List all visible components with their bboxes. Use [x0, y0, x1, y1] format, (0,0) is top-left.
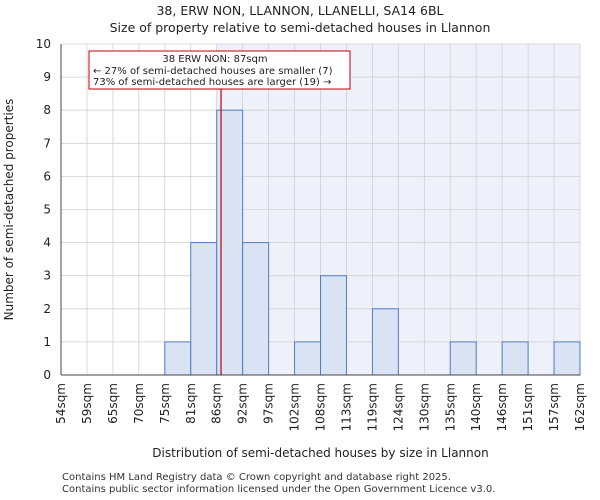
- x-tick-label: 140sqm: [469, 383, 483, 431]
- x-tick-label: 75sqm: [158, 383, 172, 424]
- y-tick-label: 7: [43, 136, 51, 150]
- histogram-bar: [190, 242, 218, 376]
- x-tick-label: 102sqm: [288, 383, 302, 431]
- y-tick-label: 9: [43, 70, 51, 84]
- y-axis-title: Number of semi-detached properties: [2, 99, 16, 321]
- y-tick-label: 3: [43, 269, 51, 283]
- x-tick-label: 146sqm: [495, 383, 509, 431]
- x-tick-label: 130sqm: [417, 383, 431, 431]
- chart-subtitle: Size of property relative to semi-detach…: [109, 20, 491, 35]
- y-tick-label: 5: [43, 203, 51, 217]
- footer-licence: Contains public sector information licen…: [62, 484, 496, 495]
- x-tick-label: 124sqm: [391, 383, 405, 431]
- x-tick-label: 81sqm: [184, 383, 198, 424]
- histogram-bar: [501, 341, 529, 376]
- x-tick-label: 135sqm: [443, 383, 457, 431]
- x-tick-label: 162sqm: [573, 383, 587, 431]
- x-tick-label: 59sqm: [80, 383, 94, 424]
- annotation-box: [88, 50, 351, 90]
- x-tick-label: 70sqm: [132, 383, 146, 424]
- annotation-title: 38 ERW NON: 87sqm: [162, 54, 267, 65]
- histogram-bar: [449, 341, 477, 376]
- y-tick-label: 4: [43, 236, 51, 250]
- x-tick-label: 113sqm: [339, 383, 353, 431]
- y-tick-label: 0: [43, 368, 51, 382]
- y-tick-label: 1: [43, 335, 51, 349]
- annotation-larger: 73% of semi-detached houses are larger (…: [93, 77, 331, 88]
- histogram-bar: [164, 341, 192, 376]
- y-tick-label: 6: [43, 169, 51, 183]
- x-tick-label: 97sqm: [262, 383, 276, 424]
- x-tick-label: 157sqm: [547, 383, 561, 431]
- x-axis-title: Distribution of semi-detached houses by …: [152, 446, 488, 460]
- annotation-smaller: ← 27% of semi-detached houses are smalle…: [93, 66, 333, 77]
- histogram-bar: [371, 308, 399, 376]
- histogram-bar: [294, 341, 321, 376]
- x-tick-label: 108sqm: [314, 383, 328, 431]
- y-tick-label: 2: [43, 302, 51, 316]
- footer-copyright: Contains HM Land Registry data © Crown c…: [62, 472, 451, 483]
- histogram-bar: [320, 275, 347, 376]
- histogram-bar: [242, 242, 270, 376]
- x-tick-label: 119sqm: [365, 383, 379, 431]
- histogram-bar: [553, 341, 581, 376]
- x-tick-label: 86sqm: [210, 383, 224, 424]
- x-tick-label: 65sqm: [106, 383, 120, 424]
- y-tick-label: 8: [43, 103, 51, 117]
- y-tick-label: 10: [36, 37, 51, 51]
- x-tick-label: 54sqm: [54, 383, 68, 424]
- x-tick-label: 151sqm: [521, 383, 535, 431]
- x-tick-label: 92sqm: [236, 383, 250, 424]
- chart-title: 38, ERW NON, LLANNON, LLANELLI, SA14 6BL: [156, 3, 444, 18]
